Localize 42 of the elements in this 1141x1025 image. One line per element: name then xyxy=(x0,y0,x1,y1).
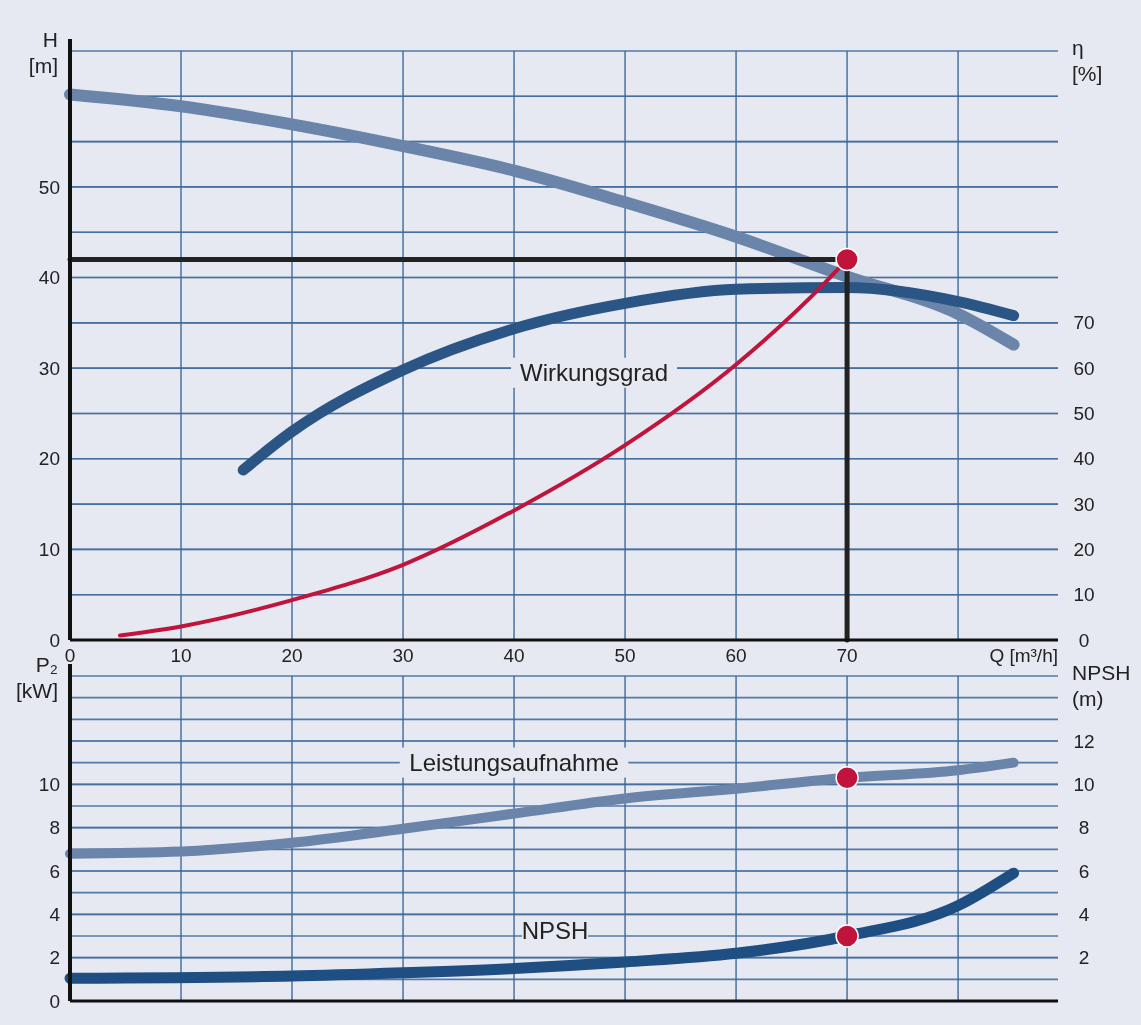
y2-tick-label: 50 xyxy=(1073,403,1095,425)
y-tick-label: 50 xyxy=(38,176,60,198)
series-label: Leistungsaufnahme xyxy=(409,748,619,776)
y-tick-label: 4 xyxy=(49,903,61,925)
series-label: NPSH xyxy=(521,917,589,944)
x-tick-label: 40 xyxy=(503,645,525,666)
y2-tick-label: 40 xyxy=(1073,448,1095,470)
y2-tick-label: 10 xyxy=(1073,584,1095,606)
y2-tick-label: 8 xyxy=(1078,817,1090,839)
y-tick-label: 10 xyxy=(38,773,60,795)
x-axis-title: Q [m³/h] xyxy=(989,645,1058,666)
y-tick-label: 30 xyxy=(38,357,60,379)
y2-tick-label: 70 xyxy=(1073,312,1095,334)
y-tick-label: 40 xyxy=(38,267,60,289)
y-tick-label: 8 xyxy=(49,817,60,839)
y2-axis-title: NPSH (m) xyxy=(1072,661,1131,710)
x-tick-label: 60 xyxy=(725,645,747,666)
y-tick-label: 6 xyxy=(49,860,60,882)
y-tick-label: 0 xyxy=(49,990,60,1012)
y2-tick-label: 6 xyxy=(1078,860,1090,882)
y-axis-title: H [m] xyxy=(28,28,58,77)
x-tick-label: 50 xyxy=(614,645,636,666)
y2-tick-label: 4 xyxy=(1078,903,1090,925)
y-tick-label: 0 xyxy=(49,629,60,651)
x-tick-label: 70 xyxy=(836,645,858,666)
y-tick-label: 10 xyxy=(38,539,60,561)
series-label: Wirkungsgrad xyxy=(520,358,669,386)
y2-axis-title: η [%] xyxy=(1072,36,1103,85)
y2-tick-label: 0 xyxy=(1078,629,1090,651)
y-tick-label: 2 xyxy=(49,947,60,969)
y2-tick-label: 30 xyxy=(1073,493,1095,515)
x-tick-label: 0 xyxy=(64,645,76,666)
x-tick-label: 30 xyxy=(392,645,414,666)
y2-tick-label: 60 xyxy=(1073,357,1095,379)
y2-tick-label: 20 xyxy=(1073,539,1095,561)
y2-tick-label: 10 xyxy=(1073,773,1095,795)
y-tick-label: 20 xyxy=(38,448,60,470)
x-tick-label: 20 xyxy=(281,645,303,666)
y2-tick-label: 12 xyxy=(1073,730,1095,752)
x-tick-label: 10 xyxy=(170,645,192,666)
y2-tick-label: 2 xyxy=(1078,947,1090,969)
y-axis-title: P₂ [kW] xyxy=(16,653,58,702)
